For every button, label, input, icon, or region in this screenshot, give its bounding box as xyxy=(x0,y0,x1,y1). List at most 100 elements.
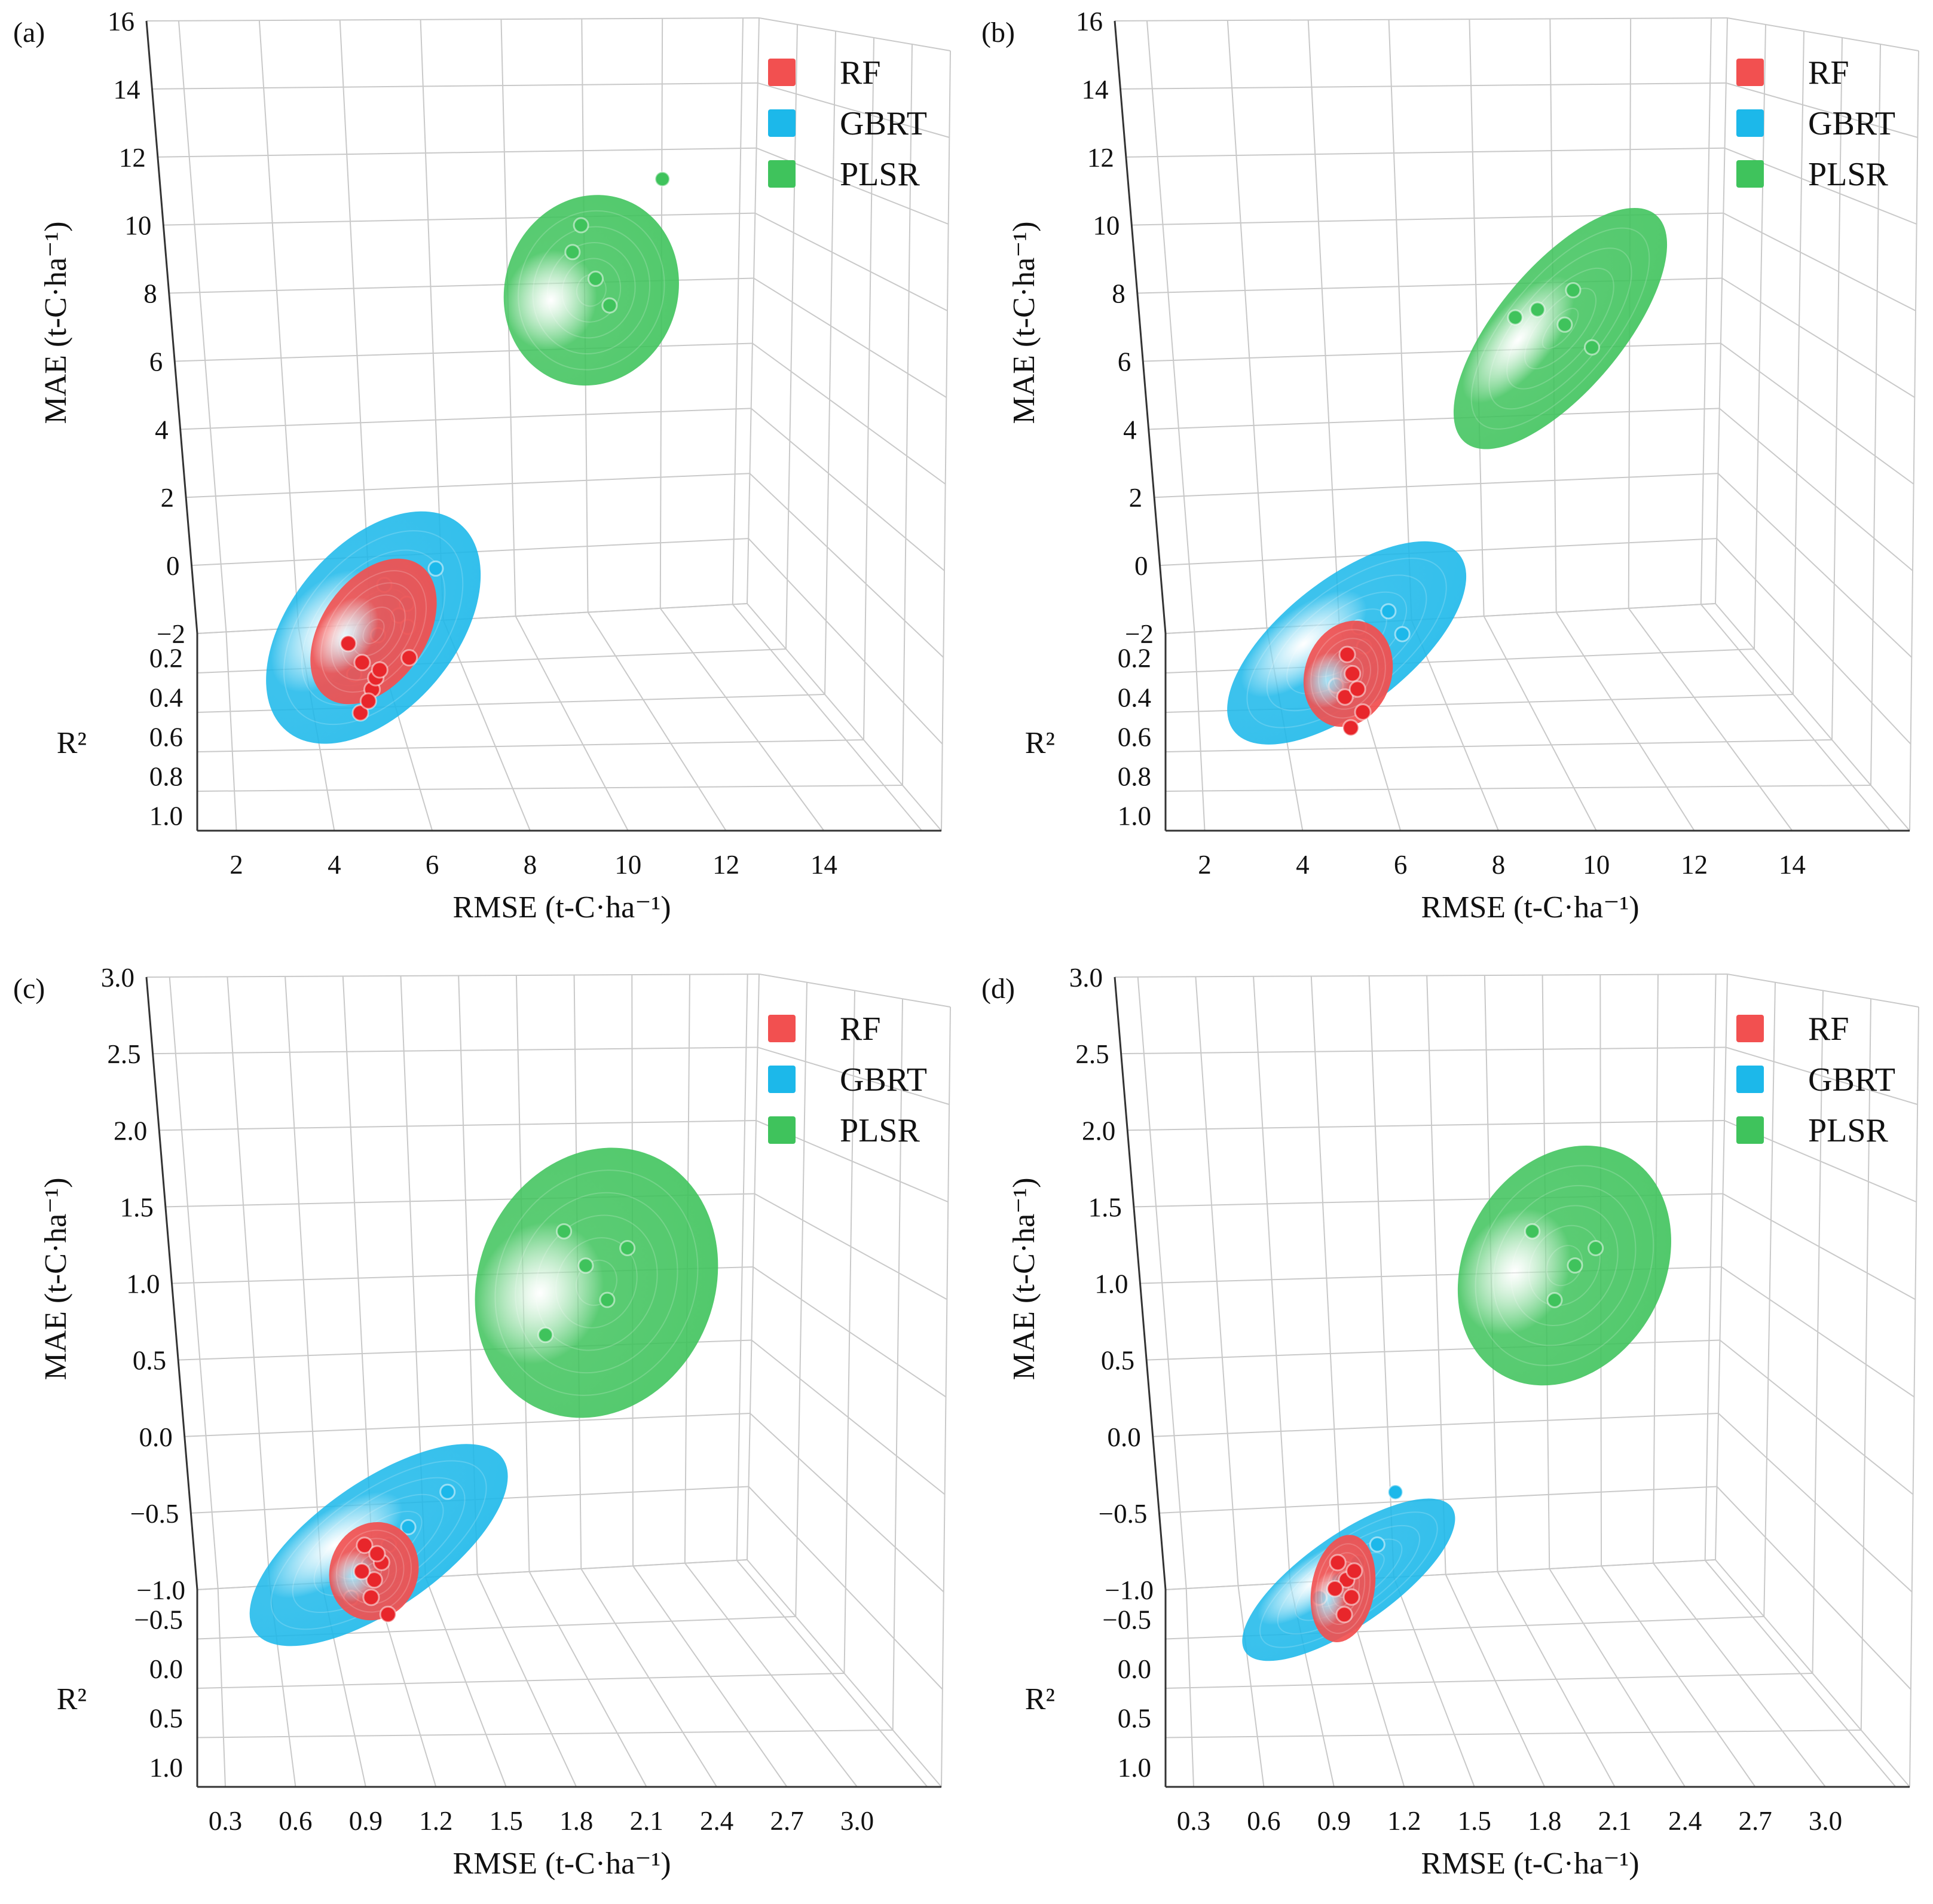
legend-swatch-rf xyxy=(1736,59,1764,86)
data-point-rf xyxy=(351,704,369,722)
y-axis-label: MAE (t-C·ha⁻¹) xyxy=(1007,1177,1041,1380)
data-point-rf xyxy=(353,654,371,672)
y-tick-label: 0 xyxy=(166,551,180,581)
y-tick-label: 0.5 xyxy=(133,1346,166,1376)
grid-line xyxy=(1793,30,1804,695)
y-tick-label: 1.5 xyxy=(1088,1192,1122,1222)
grid-line xyxy=(1146,20,1195,632)
y-tick-label: 10 xyxy=(124,211,151,241)
ellipsoid-mesh-line xyxy=(1310,629,1386,719)
ellipsoid-mesh-line xyxy=(1492,1184,1637,1346)
ellipsoid-mesh-line xyxy=(494,1170,699,1396)
grid-line xyxy=(902,44,913,786)
y-axis-label: MAE (t-C·ha⁻¹) xyxy=(39,221,73,424)
data-point-gbrt xyxy=(1380,603,1397,620)
y-tick-label: 10 xyxy=(1093,211,1120,241)
y-tick-label: 8 xyxy=(1112,279,1125,309)
grid-line xyxy=(1426,975,1446,1575)
y-tick-label: 2.5 xyxy=(107,1039,140,1069)
z-axis-label: R² xyxy=(1025,726,1055,760)
grid-line xyxy=(843,990,855,1674)
ellipsoid-mesh-line xyxy=(1510,1205,1619,1326)
grid-line xyxy=(146,17,760,22)
y-tick-label: 14 xyxy=(113,75,140,105)
ellipsoid-rf xyxy=(310,558,437,705)
x-tick-label: 0.6 xyxy=(279,1806,312,1836)
y-tick-label: 4 xyxy=(1123,415,1137,445)
ellipsoid-mesh-line xyxy=(1320,1552,1366,1626)
grid-line xyxy=(1763,982,1776,1617)
grid-line xyxy=(1165,1673,1813,1689)
y-tick-label: 1.0 xyxy=(126,1269,160,1299)
grid-line xyxy=(186,473,750,498)
data-point-plsr xyxy=(1507,309,1524,326)
z-tick-label: 0.5 xyxy=(149,1703,183,1733)
grid-line xyxy=(1860,999,1871,1731)
legend-swatch-plsr xyxy=(768,1116,796,1144)
data-point-rf xyxy=(1335,1606,1353,1624)
grid-line xyxy=(1127,1120,1725,1131)
grid-line xyxy=(157,147,757,158)
y-tick-label: −1.0 xyxy=(1105,1575,1154,1605)
y-tick-label: 2.0 xyxy=(114,1116,147,1146)
grid-line xyxy=(1715,974,1728,1560)
grid-line xyxy=(339,20,372,625)
ellipsoid-mesh-line xyxy=(1524,287,1597,370)
legend-swatch-plsr xyxy=(1736,160,1764,188)
legend-label-rf: RF xyxy=(1808,1011,1849,1048)
y-tick-label: 2 xyxy=(161,483,175,513)
legend-label-rf: RF xyxy=(1808,54,1849,91)
grid-line xyxy=(1148,408,1720,430)
y-tick-label: 4 xyxy=(155,415,169,445)
z-tick-label: −0.5 xyxy=(1102,1605,1151,1634)
z-axis-label: R² xyxy=(57,1682,87,1716)
grid-line xyxy=(227,977,271,1586)
y-tick-label: 0.0 xyxy=(1108,1422,1141,1452)
data-point-plsr xyxy=(1556,316,1573,333)
y-tick-label: 3.0 xyxy=(1069,963,1103,993)
ellipsoid-mesh-line xyxy=(1475,1165,1654,1366)
x-tick-label: 2.4 xyxy=(1668,1806,1702,1836)
grid-line xyxy=(892,999,903,1731)
grid-line xyxy=(795,982,808,1617)
ellipsoid-mesh-line xyxy=(1315,1543,1371,1634)
grid-line xyxy=(175,342,753,362)
data-point-rf xyxy=(353,1562,371,1580)
data-point-rf xyxy=(365,1571,383,1589)
grid-line xyxy=(258,20,299,628)
x-axis-label: RMSE (t-C·ha⁻¹) xyxy=(1421,890,1639,925)
grid-line xyxy=(1628,608,1793,831)
ellipsoid-mesh-line xyxy=(1317,638,1379,710)
data-point-rf xyxy=(356,1536,374,1554)
x-tick-label: 1.5 xyxy=(1458,1806,1491,1836)
x-tick-label: 14 xyxy=(1779,850,1806,880)
x-tick-label: 3.0 xyxy=(840,1806,874,1836)
data-point-gbrt xyxy=(400,1519,417,1535)
grid-line xyxy=(753,277,947,398)
z-tick-label: 0.8 xyxy=(149,761,183,791)
y-tick-label: 16 xyxy=(108,7,134,36)
x-tick-label: 2.7 xyxy=(1738,1806,1772,1836)
ellipsoid-mesh-line xyxy=(331,582,417,681)
data-point-plsr xyxy=(1565,282,1582,299)
panel-label: (a) xyxy=(13,17,45,48)
ellipsoid-mesh-line xyxy=(561,258,622,323)
grid-line xyxy=(1831,37,1843,740)
data-point-plsr xyxy=(577,1257,594,1274)
x-tick-label: 10 xyxy=(1583,850,1610,880)
x-tick-label: 4 xyxy=(328,850,341,880)
y-tick-label: 0.5 xyxy=(1101,1346,1134,1376)
y-tick-label: 0 xyxy=(1134,551,1148,581)
grid-line xyxy=(515,616,629,831)
grid-line xyxy=(197,739,864,752)
data-point-gbrt xyxy=(427,560,444,577)
data-point-gbrt xyxy=(1369,1536,1385,1553)
ellipsoid-rf xyxy=(329,1522,419,1621)
grid-line xyxy=(824,30,836,695)
grid-line xyxy=(1165,1559,1716,1590)
grid-line xyxy=(180,408,751,430)
grid-line xyxy=(1368,975,1394,1578)
y-tick-label: 1.0 xyxy=(1094,1269,1128,1299)
legend-swatch-gbrt xyxy=(768,1066,796,1093)
